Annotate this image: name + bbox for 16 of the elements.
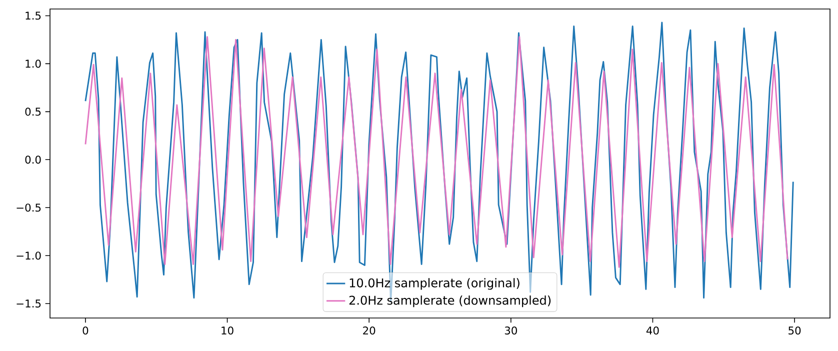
legend-label: 10.0Hz samplerate (original) [350, 278, 520, 290]
x-tick-label: 30 [504, 326, 517, 335]
y-tick-label: 1.0 [26, 60, 41, 68]
y-tick-label: 1.5 [26, 12, 41, 20]
y-tick-label: −0.5 [16, 204, 41, 212]
line-series [84, 36, 788, 268]
y-tick-label: −1.0 [16, 252, 41, 260]
legend-label: 2.0Hz samplerate (downsampled) [349, 296, 551, 308]
x-tick-label: 10 [222, 326, 234, 335]
y-tick-label: −1.5 [16, 300, 41, 308]
x-tick-label: 0 [82, 326, 88, 335]
x-tick-label: 40 [646, 326, 659, 335]
y-tick-label: 0.5 [25, 108, 41, 116]
y-tick-label: 0.0 [25, 156, 41, 164]
x-tick-label: 50 [788, 326, 801, 335]
x-tick-label: 20 [363, 326, 376, 335]
